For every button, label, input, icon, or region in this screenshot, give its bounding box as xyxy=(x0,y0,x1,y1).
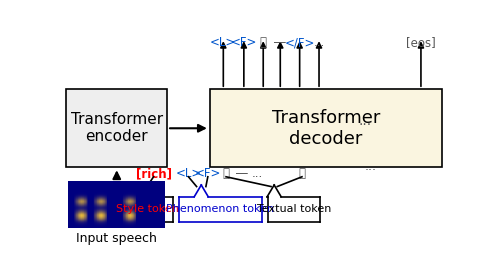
Text: [eos]: [eos] xyxy=(406,36,436,49)
Polygon shape xyxy=(194,185,208,197)
Text: Phenomenon token: Phenomenon token xyxy=(166,204,274,214)
Text: Transformer
decoder: Transformer decoder xyxy=(272,109,380,148)
Text: <F>: <F> xyxy=(230,36,257,49)
Polygon shape xyxy=(141,185,154,197)
Text: <L>: <L> xyxy=(176,167,202,180)
Polygon shape xyxy=(267,185,281,197)
Text: Transformer
encoder: Transformer encoder xyxy=(70,112,163,145)
Text: す: す xyxy=(298,167,306,180)
Text: [rich]: [rich] xyxy=(136,167,172,180)
Text: <F>: <F> xyxy=(194,167,221,180)
Text: ―: ― xyxy=(274,36,286,49)
Text: ...: ... xyxy=(364,160,376,173)
FancyBboxPatch shape xyxy=(210,89,442,167)
Text: え: え xyxy=(222,167,230,180)
Text: ...: ... xyxy=(252,167,262,180)
Text: </F>: </F> xyxy=(284,36,315,49)
FancyBboxPatch shape xyxy=(66,89,167,167)
Text: Textual token: Textual token xyxy=(257,204,331,214)
Text: Input speech: Input speech xyxy=(76,232,157,245)
Text: Style token: Style token xyxy=(116,204,179,214)
Text: ...: ... xyxy=(314,36,324,49)
Text: え: え xyxy=(260,36,266,49)
Text: ―: ― xyxy=(236,167,248,180)
Text: ...: ... xyxy=(358,114,372,129)
Text: <L>: <L> xyxy=(210,36,236,49)
